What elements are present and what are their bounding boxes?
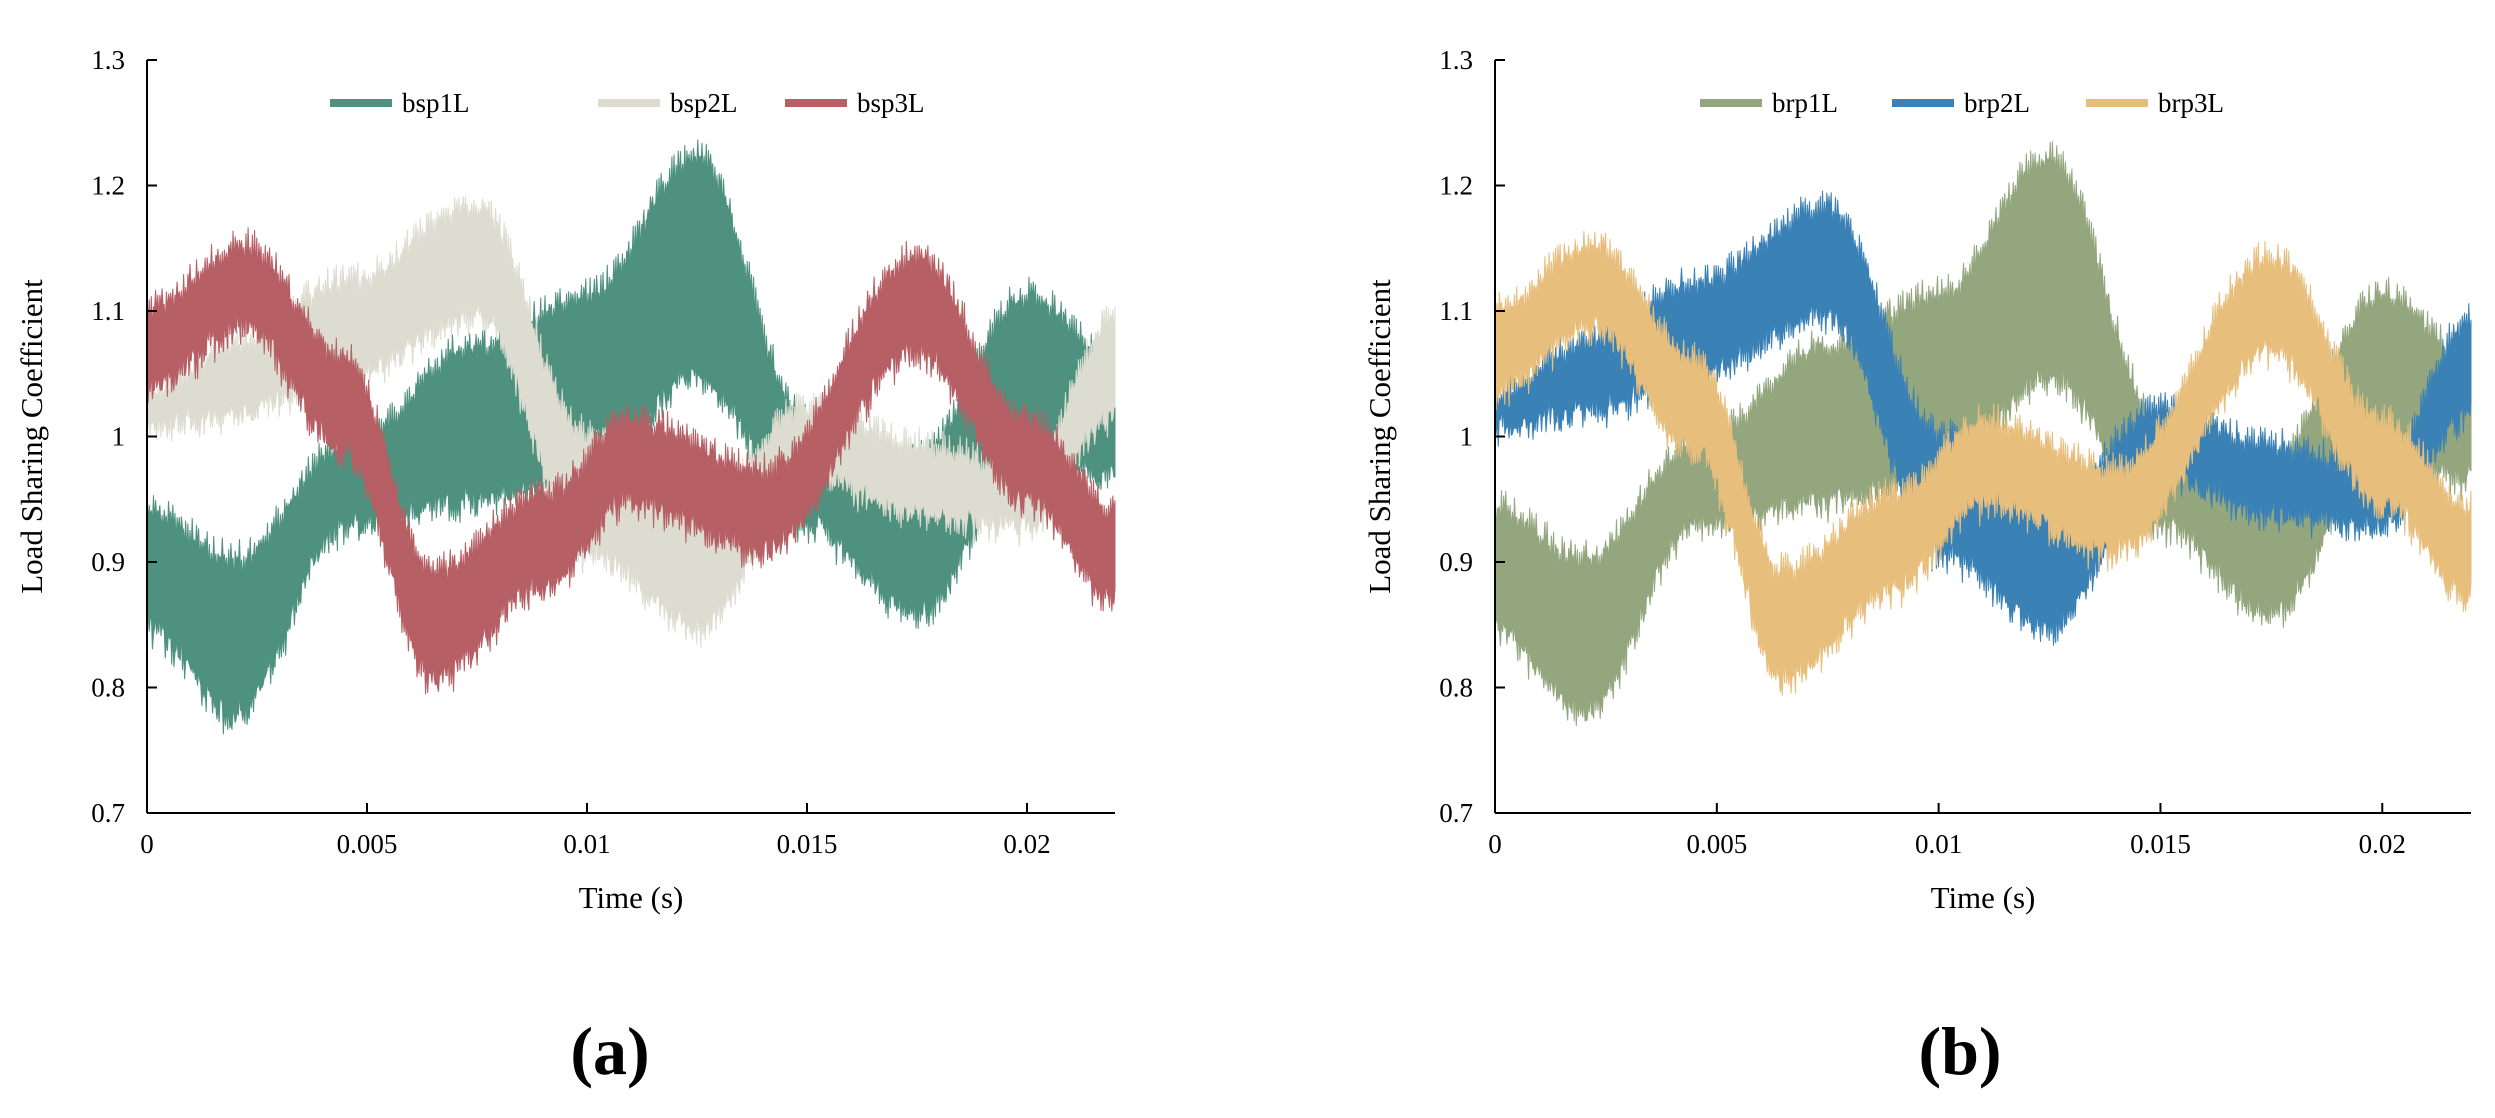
series-band-brp3L bbox=[1494, 230, 2472, 696]
chart-panel-a: 0.7 0.8 0.9 1 1.1 1.2 1.3 0 0.005 0.01 0.015 0.02 Ti… bbox=[14, 45, 1116, 915]
legend-label-brp1L: brp1L bbox=[1772, 88, 1838, 118]
y-tick-label: 1.1 bbox=[1439, 296, 1473, 326]
x-tick-label: 0.005 bbox=[1686, 829, 1747, 859]
x-tick-label: 0.01 bbox=[1915, 829, 1962, 859]
series-band-bsp3L bbox=[146, 227, 1116, 695]
x-tick-label: 0.02 bbox=[2359, 829, 2406, 859]
y-axis-label: Load Sharing Coefficient bbox=[1362, 279, 1397, 594]
series-band-brp2L bbox=[1494, 190, 2472, 646]
legend-label-bsp2L: bsp2L bbox=[670, 88, 738, 118]
y-tick-label: 1.2 bbox=[1439, 171, 1473, 201]
x-tick-label: 0.01 bbox=[563, 829, 610, 859]
chart-panel-b: 0.7 0.8 0.9 1 1.1 1.2 1.3 0 0.005 0.01 0.015 0.02 Ti… bbox=[1362, 45, 2472, 915]
x-tick-label: 0.005 bbox=[337, 829, 398, 859]
y-tick-label: 1.1 bbox=[91, 296, 125, 326]
x-tick-label: 0 bbox=[1488, 829, 1502, 859]
series-band-bsp2L bbox=[146, 196, 1116, 649]
y-axis-label: Load Sharing Coefficient bbox=[14, 279, 49, 594]
panel-label-b: (b) bbox=[1918, 1013, 2002, 1089]
y-tick-label: 1.3 bbox=[91, 45, 125, 75]
y-tick-label: 0.9 bbox=[91, 547, 125, 577]
y-tick-label: 1 bbox=[112, 422, 126, 452]
x-tick-label: 0 bbox=[140, 829, 154, 859]
x-tick-label: 0.015 bbox=[2130, 829, 2191, 859]
series-band-brp1L bbox=[1494, 141, 2472, 727]
y-tick-label: 1.2 bbox=[91, 171, 125, 201]
legend-label-bsp1L: bsp1L bbox=[402, 88, 470, 118]
y-tick-label: 0.8 bbox=[1439, 673, 1473, 703]
panel-label-a: (a) bbox=[570, 1013, 650, 1089]
x-axis-label: Time (s) bbox=[579, 880, 684, 915]
y-tick-label: 0.7 bbox=[1439, 798, 1473, 828]
y-tick-label: 0.7 bbox=[91, 798, 125, 828]
y-tick-label: 0.8 bbox=[91, 673, 125, 703]
legend-label-brp3L: brp3L bbox=[2158, 88, 2224, 118]
legend-label-bsp3L: bsp3L bbox=[857, 88, 925, 118]
y-tick-label: 1 bbox=[1460, 422, 1474, 452]
x-tick-label: 0.015 bbox=[777, 829, 838, 859]
y-tick-label: 1.3 bbox=[1439, 45, 1473, 75]
legend-label-brp2L: brp2L bbox=[1964, 88, 2030, 118]
x-axis-label: Time (s) bbox=[1931, 880, 2036, 915]
y-tick-label: 0.9 bbox=[1439, 547, 1473, 577]
x-tick-label: 0.02 bbox=[1003, 829, 1050, 859]
